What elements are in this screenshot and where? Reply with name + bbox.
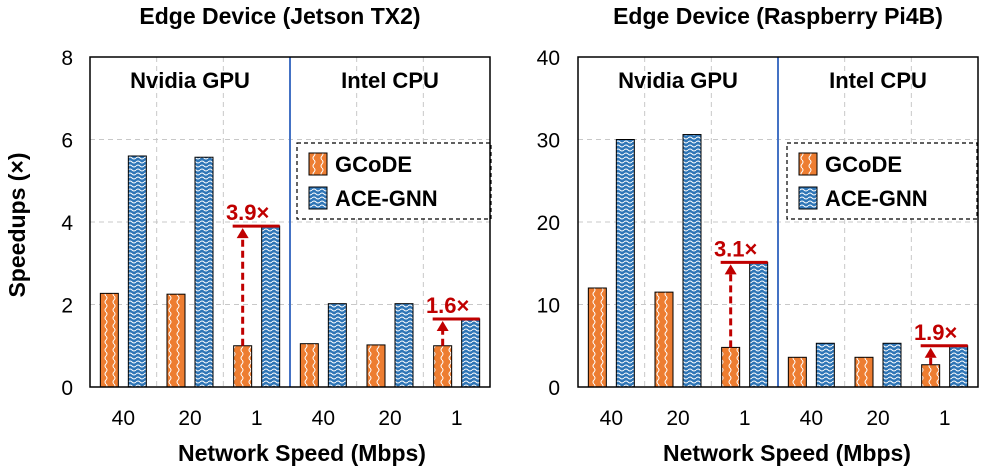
y-tick-label: 20 <box>537 212 560 235</box>
bar-gcode <box>433 345 453 388</box>
bar-ace-gnn <box>394 303 414 388</box>
section-label: Intel CPU <box>829 68 927 93</box>
legend-swatch-ace-gnn <box>798 186 818 210</box>
y-tick-label: 10 <box>537 295 560 318</box>
legend-label: GCoDE <box>335 152 412 177</box>
chart-raspberry-pi4b: Edge Device (Raspberry Pi4B) Network Spe… <box>537 3 979 466</box>
x-tick-label: 1 <box>939 407 951 430</box>
bar-ace-gnn <box>615 139 635 388</box>
chart-title: Edge Device (Raspberry Pi4B) <box>613 3 943 29</box>
bar-ace-gnn <box>127 155 147 388</box>
section-label: Nvidia GPU <box>130 68 250 93</box>
bar-gcode <box>233 345 253 388</box>
bar-ace-gnn <box>327 303 347 388</box>
bar-ace-gnn <box>815 342 835 388</box>
annotation-label: 3.9× <box>226 200 269 225</box>
y-tick-label: 30 <box>537 130 560 153</box>
y-tick-label: 4 <box>61 212 73 235</box>
bar-ace-gnn <box>749 261 769 388</box>
y-tick-label: 2 <box>61 295 73 318</box>
bar-gcode <box>366 344 386 388</box>
bar-ace-gnn <box>682 134 702 388</box>
x-tick-label: 1 <box>739 407 751 430</box>
legend-box <box>786 142 978 220</box>
x-tick-label: 40 <box>112 407 135 430</box>
annotation-label: 3.1× <box>714 236 757 261</box>
legend-box <box>296 142 492 220</box>
x-axis-title: Network Speed (Mbps) <box>178 440 426 466</box>
y-axis-title: Speedups (×) <box>4 152 30 297</box>
legend-label: ACE-GNN <box>825 186 928 211</box>
legend-label: ACE-GNN <box>335 186 438 211</box>
x-tick-label: 20 <box>378 407 401 430</box>
y-tick-label: 0 <box>61 377 73 400</box>
x-axis-title: Network Speed (Mbps) <box>663 440 911 466</box>
x-tick-label: 40 <box>600 407 623 430</box>
annotation-arrowhead <box>236 228 249 239</box>
bar-ace-gnn <box>194 156 214 388</box>
x-tick-label: 20 <box>178 407 201 430</box>
bar-gcode <box>854 356 874 388</box>
plot-area: 0 10 20 30 40 40 20 1 40 20 1 Nvidia GPU Intel CPU GC… <box>537 47 979 430</box>
bar-gcode <box>587 287 607 388</box>
legend-swatch-gcode <box>308 152 328 176</box>
bar-gcode <box>299 343 319 388</box>
legend-label: GCoDE <box>825 152 902 177</box>
section-label: Nvidia GPU <box>618 68 738 93</box>
chart-jetson-tx2: Edge Device (Jetson TX2) Network Speed (… <box>61 3 492 466</box>
y-tick-label: 8 <box>61 47 73 70</box>
bar-ace-gnn <box>949 345 969 388</box>
annotation-arrowhead <box>436 320 449 331</box>
annotation-label: 1.6× <box>426 293 469 318</box>
section-label: Intel CPU <box>341 68 439 93</box>
bar-ace-gnn <box>261 225 281 388</box>
bar-gcode <box>721 346 741 388</box>
plot-frame <box>577 56 979 388</box>
bar-gcode <box>787 356 807 388</box>
annotation-arrowhead <box>924 347 937 358</box>
bar-gcode <box>654 291 674 388</box>
bar-ace-gnn <box>882 342 902 388</box>
x-tick-label: 1 <box>251 407 263 430</box>
annotation-label: 1.9× <box>914 320 957 345</box>
y-tick-label: 6 <box>61 130 73 153</box>
bar-gcode <box>921 364 941 388</box>
y-tick-label: 40 <box>537 47 560 70</box>
annotation-arrowhead <box>724 264 737 275</box>
plot-frame <box>89 56 491 388</box>
x-tick-label: 40 <box>800 407 823 430</box>
x-tick-label: 40 <box>312 407 335 430</box>
chart-title: Edge Device (Jetson TX2) <box>139 3 420 29</box>
x-tick-label: 20 <box>866 407 889 430</box>
plot-area: 0 2 4 6 8 40 20 1 40 20 1 Nvidia GPU Intel CPU GCoDE A… <box>61 47 492 430</box>
x-tick-label: 20 <box>666 407 689 430</box>
bar-gcode <box>99 292 119 388</box>
legend-swatch-gcode <box>798 152 818 176</box>
y-tick-label: 0 <box>548 377 560 400</box>
bar-gcode <box>166 293 186 388</box>
bar-ace-gnn <box>461 318 481 388</box>
legend-swatch-ace-gnn <box>308 186 328 210</box>
x-tick-label: 1 <box>451 407 463 430</box>
